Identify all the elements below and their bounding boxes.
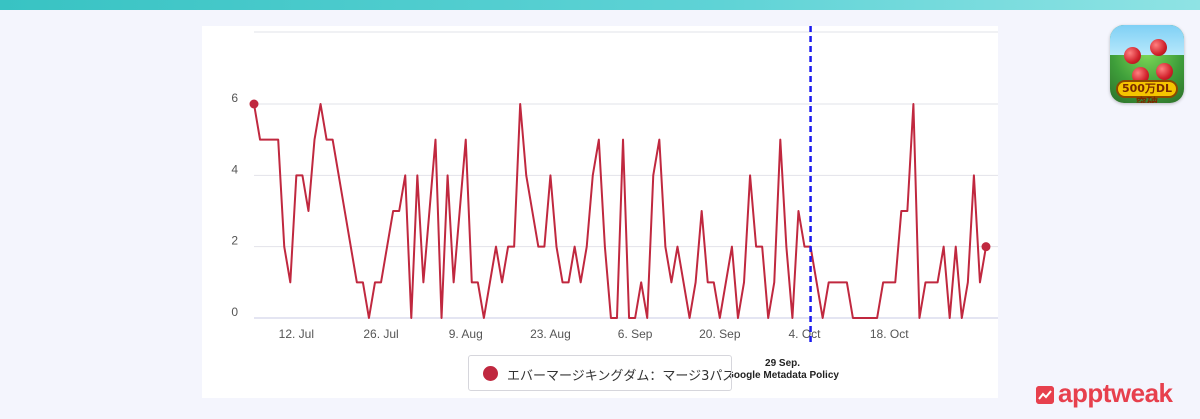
series-endpoint-marker [249,99,259,109]
brand-logo: apptweak [1032,378,1192,412]
annotation-label: Google Metadata Policy [726,370,839,381]
chart-card: 0 2 4 6 12. Jul 26. Jul 9. Aug 23. Aug 6. Sep 20… [202,26,998,398]
annotation-layer: 29 Sep.Google Metadata Policy [726,26,839,381]
app-icon-badge: 500万DL突破 [1116,80,1178,103]
y-tick-label: 2 [231,234,238,248]
y-axis-ticks: 0 2 4 6 [231,91,238,319]
line-chart: 0 2 4 6 12. Jul 26. Jul 9. Aug 23. Aug 6. Sep 20… [231,26,998,381]
app-icon-sky [1110,25,1184,55]
x-axis-ticks: 12. Jul 26. Jul 9. Aug 23. Aug 6. Sep 20. Sep… [279,327,910,341]
brand-name: apptweak [1058,378,1173,408]
x-tick-label: 6. Sep [618,327,653,341]
apple-icon [1150,39,1167,56]
app-icon: 500万DL突破 [1110,25,1184,103]
series-layer [249,99,991,319]
legend-series-marker [483,366,498,381]
y-tick-label: 6 [231,91,238,105]
chart-legend[interactable]: エバーマージキングダム：マージ3パズル [468,355,732,391]
y-tick-label: 4 [231,162,238,176]
annotation-date: 29 Sep. [765,358,800,369]
apple-icon [1132,67,1149,84]
top-accent-bar [0,0,1200,10]
trend-arrow-icon [1036,386,1054,404]
series-line [253,103,987,319]
series-endpoint-marker [981,242,991,252]
x-tick-label: 9. Aug [449,327,483,341]
x-tick-label: 23. Aug [530,327,571,341]
apple-icon [1156,63,1173,80]
y-tick-label: 0 [231,305,238,319]
x-tick-label: 20. Sep [699,327,741,341]
legend-series-label: エバーマージキングダム：マージ3パズル [507,369,732,384]
x-tick-label: 4. Oct [789,327,822,341]
x-tick-label: 26. Jul [363,327,398,341]
grid-lines [254,31,998,319]
x-tick-label: 18. Oct [870,327,909,341]
x-tick-label: 12. Jul [279,327,314,341]
apple-icon [1124,47,1141,64]
